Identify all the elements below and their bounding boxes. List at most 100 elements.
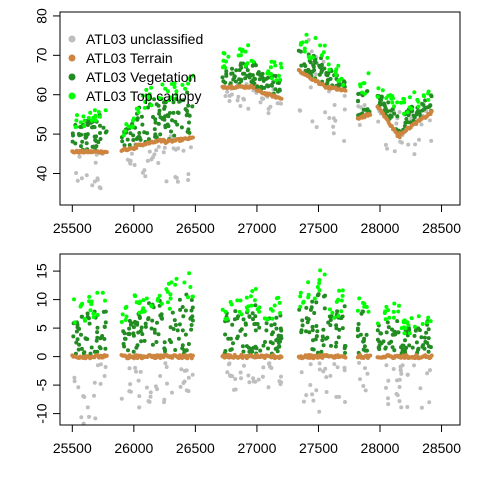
top-canopy-point	[168, 296, 173, 301]
top-canopy-point	[141, 306, 146, 311]
vegetation-point	[340, 326, 345, 331]
terrain-point	[389, 124, 394, 129]
top-canopy-point	[144, 94, 149, 98]
vegetation-point	[362, 336, 367, 341]
vegetation-point	[95, 325, 100, 330]
top-canopy-point	[190, 294, 195, 299]
vegetation-point	[228, 336, 233, 341]
unclassified-point	[331, 131, 336, 136]
top-canopy-point	[246, 304, 251, 309]
unclassified-point	[129, 151, 134, 156]
top-canopy-point	[334, 67, 339, 72]
top-canopy-point	[220, 307, 225, 312]
top-canopy-point	[401, 325, 406, 330]
top-canopy-point	[223, 309, 228, 314]
top-canopy-point	[396, 309, 401, 314]
top-canopy-point	[336, 297, 341, 302]
top-canopy-point	[103, 108, 108, 113]
unclassified-point	[394, 121, 399, 126]
vegetation-point	[421, 103, 426, 107]
vegetation-point	[383, 345, 388, 350]
vegetation-point	[84, 134, 89, 139]
vegetation-point	[359, 311, 364, 316]
unclassified-point	[399, 405, 404, 410]
top-canopy-point	[168, 292, 173, 297]
vegetation-point	[257, 325, 262, 330]
vegetation-point	[235, 336, 240, 341]
unclassified-point	[145, 158, 150, 163]
vegetation-point	[233, 309, 238, 314]
y-tick-label: 70	[34, 47, 50, 63]
top-canopy-point	[166, 281, 171, 286]
vegetation-point	[139, 339, 144, 344]
top-canopy-point	[121, 133, 126, 138]
vegetation-point	[171, 110, 176, 115]
vegetation-point	[325, 335, 330, 340]
vegetation-point	[424, 330, 429, 335]
vegetation-point	[186, 342, 191, 346]
top-canopy-point	[313, 36, 318, 40]
top-canopy-point	[274, 296, 279, 301]
top-canopy-point	[412, 324, 417, 329]
x-tick-label: 27000	[237, 220, 276, 236]
vegetation-point	[140, 332, 145, 337]
vegetation-point	[153, 134, 157, 139]
vegetation-point	[377, 343, 382, 348]
top-canopy-point	[298, 42, 303, 47]
x-tick-label: 28000	[361, 440, 400, 456]
top-canopy-point	[133, 294, 138, 299]
vegetation-point	[189, 298, 194, 302]
top-canopy-point	[222, 64, 227, 69]
vegetation-point	[172, 318, 177, 323]
vegetation-point	[184, 348, 189, 353]
vegetation-point	[422, 107, 426, 112]
unclassified-point	[419, 122, 424, 127]
vegetation-point	[308, 60, 313, 65]
vegetation-point	[89, 345, 94, 350]
vegetation-point	[328, 76, 333, 81]
unclassified-point	[427, 118, 432, 123]
vegetation-point	[122, 143, 127, 148]
x-tick-label: 27500	[299, 440, 338, 456]
unclassified-point	[309, 49, 314, 54]
vegetation-point	[173, 348, 178, 352]
vegetation-point	[250, 78, 255, 83]
unclassified-point	[278, 382, 283, 387]
vegetation-point	[131, 333, 136, 338]
vegetation-point	[400, 343, 405, 348]
unclassified-point	[233, 377, 238, 381]
top-canopy-point	[249, 303, 254, 308]
unclassified-point	[397, 377, 402, 382]
unclassified-point	[268, 104, 273, 109]
top-canopy-point	[395, 100, 400, 105]
terrain-point	[343, 355, 348, 360]
unclassified-point	[327, 89, 331, 94]
vegetation-point	[157, 111, 162, 116]
unclassified-point	[233, 387, 238, 392]
unclassified-point	[103, 365, 108, 369]
vegetation-point	[304, 305, 309, 310]
vegetation-point	[427, 104, 432, 109]
unclassified-point	[161, 150, 166, 155]
vegetation-point	[420, 344, 425, 349]
vegetation-point	[175, 328, 180, 333]
x-axis: 25500 26000 26500 27000 27500 28000 28500	[53, 424, 461, 456]
top-canopy-point	[137, 310, 142, 315]
top-canopy-point	[336, 79, 341, 83]
vegetation-point	[299, 330, 304, 335]
top-canopy-point	[402, 111, 406, 116]
vegetation-point	[90, 144, 95, 149]
unclassified-point	[188, 145, 193, 150]
vegetation-point	[172, 133, 177, 138]
vegetation-point	[171, 327, 176, 331]
unclassified-point	[383, 142, 388, 147]
vegetation-point	[121, 329, 126, 334]
x-tick-label: 25500	[53, 440, 92, 456]
top-canopy-point	[401, 96, 406, 101]
top-canopy-point	[392, 104, 397, 109]
top-canopy-point	[126, 124, 131, 129]
terrain-point	[368, 112, 373, 117]
vegetation-point	[139, 114, 144, 119]
top-canopy-point	[169, 82, 174, 86]
vegetation-point	[183, 308, 188, 313]
